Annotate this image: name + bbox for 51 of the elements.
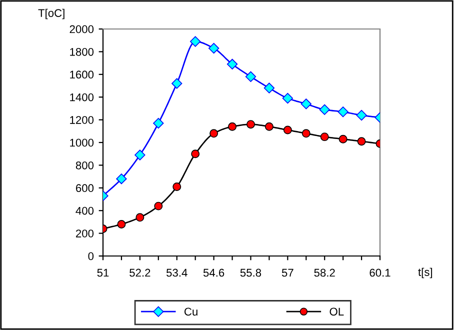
x-tick-label: 60.1 (370, 268, 390, 277)
legend-label: OL (330, 308, 344, 316)
point (208, 42, 220, 54)
point (338, 134, 348, 144)
y-tick-label: 600 (76, 184, 94, 192)
point (228, 122, 237, 131)
y-tick-label: 800 (76, 161, 94, 170)
x-axis-title: t[s] (418, 268, 432, 278)
point (300, 98, 312, 110)
point (226, 58, 238, 70)
point (153, 118, 164, 129)
point (116, 173, 127, 184)
point (246, 120, 255, 129)
point (210, 129, 218, 138)
y-tick-label: 400 (76, 206, 94, 215)
point (282, 92, 293, 104)
point (320, 132, 329, 142)
point (136, 213, 144, 222)
point (356, 110, 367, 121)
y-axis-title: T[oC] (38, 8, 64, 20)
legend-label: Cu (184, 308, 198, 316)
y-tick-label: 1600 (70, 70, 94, 79)
x-tick-label: 53.4 (166, 268, 188, 277)
y-tick-label: 1200 (70, 116, 94, 124)
point (117, 220, 126, 228)
point (338, 106, 348, 118)
y-tick-label: 200 (76, 230, 94, 238)
y-tick-label: 0 (88, 252, 94, 260)
x-tick-label: 58.2 (314, 268, 335, 277)
y-tick-label: 1400 (70, 93, 94, 102)
point (154, 202, 163, 210)
point (191, 150, 200, 158)
x-tick-label: 51 (97, 268, 109, 277)
point (264, 82, 275, 94)
point (134, 150, 146, 160)
y-tick-label: 1800 (70, 48, 94, 56)
point (172, 182, 182, 192)
point (172, 78, 182, 89)
point (245, 71, 256, 82)
x-tick-label: 52.2 (130, 268, 150, 277)
point (283, 126, 292, 134)
point (190, 36, 201, 47)
x-tick-label: 54.6 (203, 268, 224, 277)
y-tick-label: 2000 (70, 25, 94, 34)
point (319, 104, 330, 115)
x-tick-label: 55.8 (240, 268, 262, 277)
x-tick-label: 57 (282, 268, 294, 277)
point (357, 137, 366, 146)
y-tick-label: 1000 (70, 138, 94, 147)
point (302, 129, 310, 138)
point (264, 122, 274, 131)
